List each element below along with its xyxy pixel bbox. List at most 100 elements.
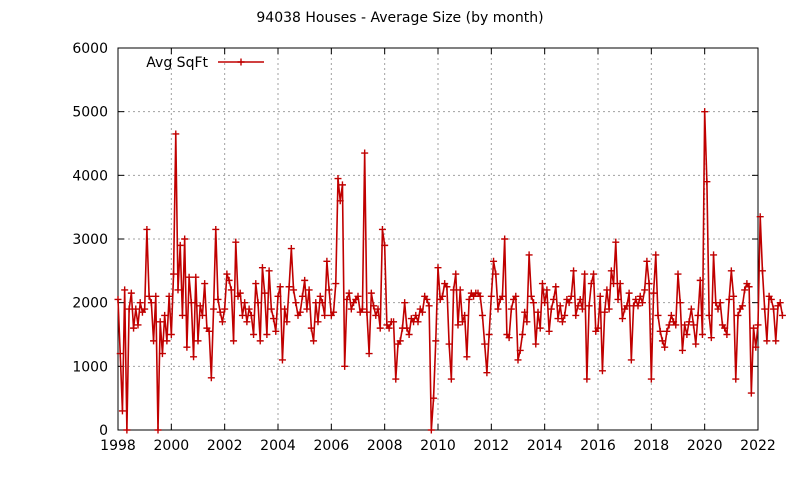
x-tick-label: 2022 <box>740 438 776 454</box>
x-tick-label: 2006 <box>314 438 350 454</box>
data-point-marker <box>538 280 546 288</box>
data-point-marker <box>463 353 471 361</box>
data-point-marker <box>154 426 162 434</box>
data-point-marker <box>396 337 404 345</box>
data-point-marker <box>161 311 169 319</box>
data-point-marker <box>627 356 635 364</box>
data-point-marker <box>363 308 371 316</box>
data-point-marker <box>250 331 258 338</box>
data-point-marker <box>365 350 373 358</box>
data-point-marker <box>298 292 306 300</box>
data-point-marker <box>372 311 380 319</box>
data-point-marker <box>614 295 622 303</box>
data-point-marker <box>367 289 375 297</box>
data-point-marker <box>385 324 393 332</box>
data-point-marker <box>118 407 126 415</box>
data-point-marker <box>143 225 151 233</box>
chart-title: 94038 Houses - Average Size (by month) <box>256 10 543 26</box>
data-point-marker <box>658 337 666 345</box>
data-point-marker <box>772 337 780 345</box>
data-point-marker <box>505 334 513 342</box>
data-point-marker <box>321 311 329 319</box>
data-point-marker <box>581 270 589 278</box>
data-point-marker <box>485 331 493 338</box>
data-point-marker <box>247 311 255 319</box>
data-point-marker <box>641 286 649 294</box>
data-point-marker <box>287 245 295 253</box>
x-tick-label: 2016 <box>580 438 616 454</box>
data-point-marker <box>454 321 462 329</box>
data-point-marker <box>334 175 342 183</box>
data-point-marker <box>187 299 195 307</box>
data-point-marker <box>558 318 566 326</box>
data-point-marker <box>554 315 562 323</box>
data-point-marker <box>345 289 353 297</box>
data-point-marker <box>672 321 680 329</box>
data-point-marker <box>638 299 646 307</box>
data-point-marker <box>172 130 180 138</box>
data-point-marker <box>432 337 440 345</box>
data-point-marker <box>661 343 669 351</box>
data-point-marker <box>325 286 333 294</box>
data-point-marker <box>418 308 426 316</box>
data-point-marker <box>412 311 420 319</box>
data-point-marker <box>141 305 149 313</box>
data-point-marker <box>521 308 529 316</box>
data-point-marker <box>738 302 746 310</box>
data-point-marker <box>476 292 484 300</box>
data-point-marker <box>263 331 271 338</box>
data-point-marker <box>216 308 224 316</box>
plot-frame <box>117 47 759 431</box>
data-point-marker <box>685 318 693 326</box>
data-point-marker <box>676 299 684 307</box>
data-point-marker <box>272 327 280 335</box>
data-point-marker <box>710 251 718 259</box>
data-point-marker <box>532 340 540 348</box>
data-point-marker <box>696 276 704 284</box>
data-point-marker <box>274 292 282 300</box>
data-point-marker <box>512 292 520 300</box>
data-point-marker <box>178 311 186 319</box>
data-point-marker <box>301 276 309 284</box>
x-tick-label: 2012 <box>474 438 510 454</box>
data-point-marker <box>543 286 551 294</box>
data-point-marker <box>227 286 235 294</box>
data-point-marker <box>483 369 491 377</box>
data-point-marker <box>323 257 331 265</box>
data-point-marker <box>681 321 689 329</box>
data-point-marker <box>572 311 580 319</box>
data-point-marker <box>636 292 644 300</box>
data-point-marker <box>618 315 626 323</box>
data-point-marker <box>492 270 500 278</box>
data-point-marker <box>296 308 304 316</box>
data-point-marker <box>303 305 311 313</box>
data-point-marker <box>490 257 498 265</box>
data-point-marker <box>730 292 738 300</box>
data-point-marker <box>654 311 662 319</box>
data-point-marker <box>623 302 631 310</box>
data-point-marker <box>236 289 244 297</box>
series-layer <box>114 108 786 434</box>
data-point-marker <box>452 270 460 278</box>
data-point-marker <box>374 305 382 313</box>
x-tick-label: 1998 <box>100 438 136 454</box>
x-tick-label: 2014 <box>527 438 563 454</box>
data-point-marker <box>656 327 664 335</box>
x-tick-label: 2000 <box>154 438 190 454</box>
data-point-marker <box>767 295 775 303</box>
data-point-marker <box>458 318 466 326</box>
data-point-marker <box>430 394 438 402</box>
data-point-marker <box>125 305 133 313</box>
data-point-marker <box>494 305 502 313</box>
data-point-marker <box>183 343 191 351</box>
data-point-marker <box>292 299 300 307</box>
data-point-marker <box>214 295 222 303</box>
data-point-marker <box>190 353 198 361</box>
data-point-marker <box>650 289 658 297</box>
data-point-marker <box>714 305 722 313</box>
data-point-marker <box>450 286 458 294</box>
data-point-marker <box>601 308 609 316</box>
data-point-marker <box>734 311 742 319</box>
data-point-marker <box>174 286 182 294</box>
